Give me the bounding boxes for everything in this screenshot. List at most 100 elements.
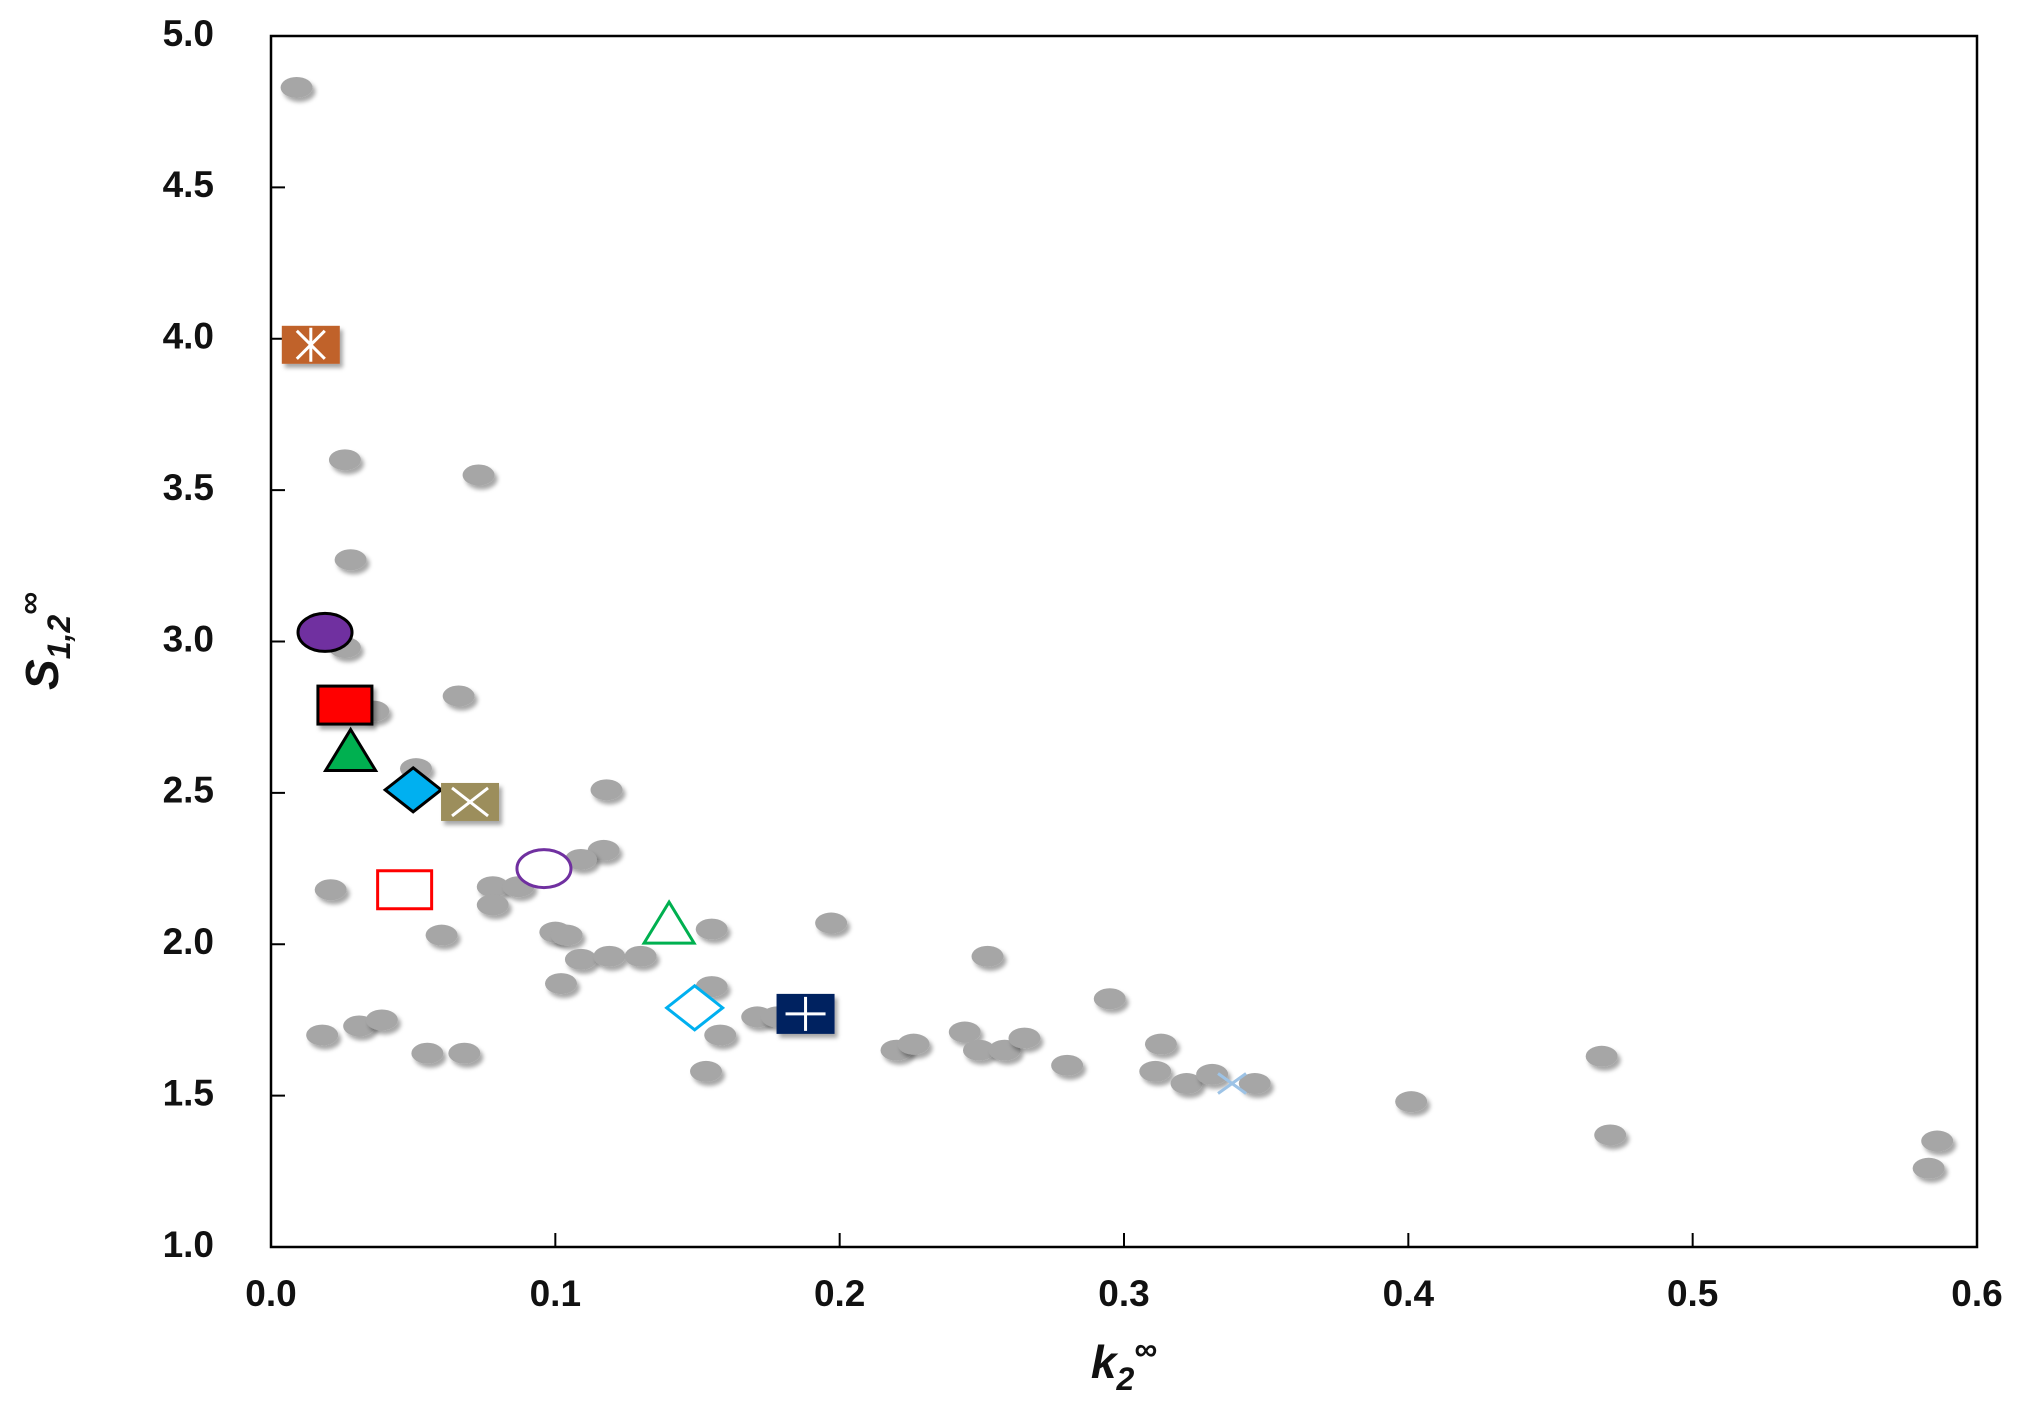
y-tick-label: 4.5 [163,164,214,205]
point [1051,1054,1084,1076]
x-tick-label: 0.1 [530,1273,581,1314]
point [948,1021,981,1043]
point [476,894,509,916]
y-tick-label: 5.0 [163,13,214,54]
point [1594,1124,1627,1146]
point [306,1024,339,1046]
point-group [962,1039,995,1061]
x-label-sup: ∞ [1134,1331,1157,1367]
x-axis-label: k2∞ [1091,1331,1157,1397]
y-tick-label: 2.0 [163,921,214,962]
x-tick-label: 0.3 [1098,1273,1149,1314]
point-group [448,1042,481,1064]
point-group [545,973,578,995]
point-group [1051,1054,1084,1076]
point-group [1144,1033,1177,1055]
point [411,1042,444,1064]
point-group [296,611,354,653]
point [365,1009,398,1031]
point-group [314,879,347,901]
x-label-sub: 2 [1115,1361,1134,1397]
point [382,765,444,814]
y-tick-label: 4.0 [163,316,214,357]
y-tick-label: 3.0 [163,618,214,659]
point [1217,1072,1247,1095]
point-group [306,1024,339,1046]
point [641,899,697,945]
point-group [971,945,1004,967]
point-group [316,684,374,726]
y-tick-label: 1.0 [163,1224,214,1265]
point-group [425,924,458,946]
point-group [328,449,361,471]
point [334,549,367,571]
point [1196,1063,1229,1085]
point-group [1008,1027,1041,1049]
point-group [897,1033,930,1055]
point [280,76,313,98]
point [897,1033,930,1055]
plot-frame [269,34,1979,1249]
point-group [515,848,573,890]
y-label-base: S [16,659,68,690]
point [1912,1157,1945,1179]
point-glyph [785,996,826,1031]
x-tick-label: 0.0 [245,1273,296,1314]
x-tick-label: 0.5 [1667,1273,1718,1314]
y-axis-label: S1,2∞ [11,592,77,690]
point-group [411,1042,444,1064]
point [328,449,361,471]
point [971,945,1004,967]
point-group [281,325,340,364]
point [476,876,509,898]
point [704,1024,737,1046]
point-group [1093,988,1126,1010]
point-group [593,945,626,967]
point [1008,1027,1041,1049]
point [1170,1073,1203,1095]
point [425,924,458,946]
point-group [564,948,597,970]
point-group [1139,1060,1172,1082]
point-glyph [451,786,489,818]
y-tick-label: 1.5 [163,1072,214,1113]
point [462,464,495,486]
point [564,948,597,970]
point-group [1238,1073,1271,1095]
point-group [550,924,583,946]
point [1144,1033,1177,1055]
point-group [1594,1124,1627,1146]
point-group [624,945,657,967]
point-group [690,1060,723,1082]
point [962,1039,995,1061]
y-label-sup: ∞ [11,592,47,615]
point-glyph [295,327,326,362]
point-group [476,894,509,916]
point [690,1060,723,1082]
point [564,848,597,870]
point [1238,1073,1271,1095]
point [448,1042,481,1064]
point [296,611,354,653]
point-group [322,726,379,773]
point [322,726,379,773]
point-group [442,685,475,707]
point-group [776,993,835,1034]
point-group [462,464,495,486]
point-group [280,76,313,98]
point [1395,1091,1428,1113]
point [376,869,434,911]
point [815,912,848,934]
point [550,924,583,946]
point-group [1196,1063,1229,1085]
point-group [1395,1091,1428,1113]
point [695,918,728,940]
point [624,945,657,967]
point [590,779,623,801]
x-tick-label: 0.6 [1951,1273,2002,1314]
point-group [1170,1073,1203,1095]
point-group [476,876,509,898]
point [664,983,726,1032]
